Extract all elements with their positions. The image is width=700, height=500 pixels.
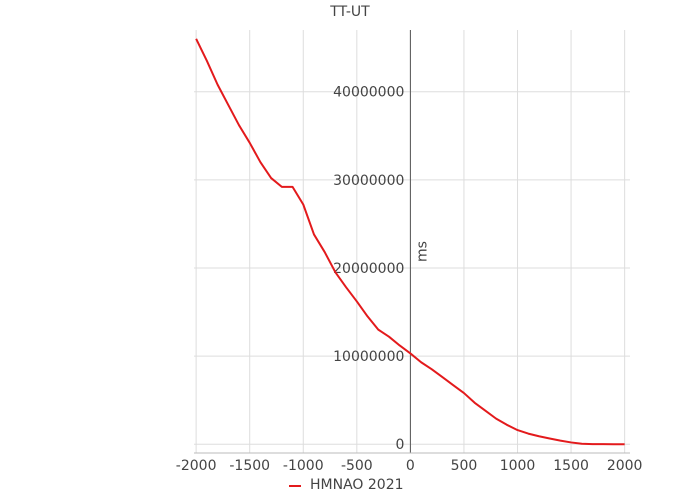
legend-label: HMNAO 2021 xyxy=(310,477,404,493)
series-group xyxy=(195,38,625,446)
x-tick-label: 1000 xyxy=(500,458,536,474)
x-tick-label: -500 xyxy=(341,458,373,474)
x-tick-label: -1500 xyxy=(229,458,270,474)
chart-title: TT-UT xyxy=(329,4,370,20)
x-tick-label: -1000 xyxy=(283,458,324,474)
x-tick-label: 500 xyxy=(451,458,478,474)
y-axis-label: ms xyxy=(414,241,430,262)
y-tick-label: 0 xyxy=(395,437,404,453)
x-axis-ticks: -2000 -1500 -1000 -500 0 500 1000 1500 2000 xyxy=(176,458,643,474)
x-tick-label: -2000 xyxy=(176,458,217,474)
series-line[interactable] xyxy=(195,38,625,446)
x-tick-label: 1500 xyxy=(553,458,589,474)
x-tick-label: 0 xyxy=(406,458,415,474)
y-tick-label: 40000000 xyxy=(333,85,404,101)
x-tick-label: 2000 xyxy=(607,458,643,474)
y-tick-label: 30000000 xyxy=(333,173,404,189)
legend[interactable]: HMNAO 2021 xyxy=(289,477,404,493)
y-axis-ticks: 0 10000000 20000000 30000000 40000000 xyxy=(333,85,404,454)
y-tick-label: 10000000 xyxy=(333,349,404,365)
y-tick-label: 20000000 xyxy=(333,261,404,277)
